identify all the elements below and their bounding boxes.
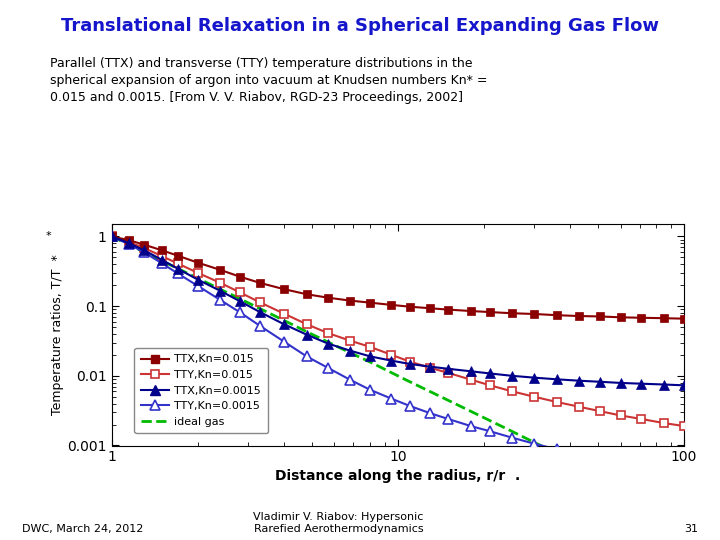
Text: 31: 31 <box>685 523 698 534</box>
Text: Translational Relaxation in a Spherical Expanding Gas Flow: Translational Relaxation in a Spherical … <box>61 17 659 35</box>
Y-axis label: Temperature ratios, T/T  *: Temperature ratios, T/T * <box>51 254 65 415</box>
X-axis label: Distance along the radius, r/r  .: Distance along the radius, r/r . <box>275 469 521 483</box>
Text: Vladimir V. Riabov: Hypersonic
Rarefied Aerothermodynamics: Vladimir V. Riabov: Hypersonic Rarefied … <box>253 512 423 534</box>
Text: *: * <box>46 231 51 241</box>
Text: DWC, March 24, 2012: DWC, March 24, 2012 <box>22 523 143 534</box>
Text: Parallel (TTX) and transverse (TTY) temperature distributions in the
spherical e: Parallel (TTX) and transverse (TTY) temp… <box>50 57 488 104</box>
Legend: TTX,Kn=0.015, TTY,Kn=0.015, TTX,Kn=0.0015, TTY,Kn=0.0015, ideal gas: TTX,Kn=0.015, TTY,Kn=0.015, TTX,Kn=0.001… <box>135 348 268 433</box>
